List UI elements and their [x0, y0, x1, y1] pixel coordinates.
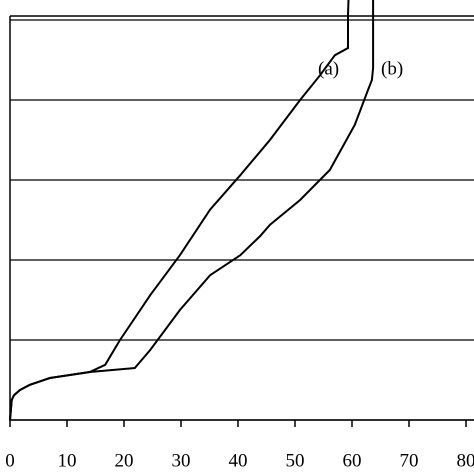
x-tick-label: 30 — [172, 450, 191, 471]
x-tick-label: 10 — [58, 450, 77, 471]
annotation: (a) — [318, 58, 339, 79]
x-tick-label: 0 — [5, 450, 15, 471]
x-tick-label: 70 — [400, 450, 419, 471]
x-tick-label: 80 — [457, 450, 474, 471]
data-line — [9, 0, 375, 421]
x-tick-label: 60 — [343, 450, 362, 471]
annotation: (b) — [381, 58, 403, 79]
x-tick-label: 40 — [229, 450, 248, 471]
data-line — [9, 0, 350, 421]
x-tick-label: 50 — [286, 450, 305, 471]
x-tick-label: 20 — [115, 450, 134, 471]
